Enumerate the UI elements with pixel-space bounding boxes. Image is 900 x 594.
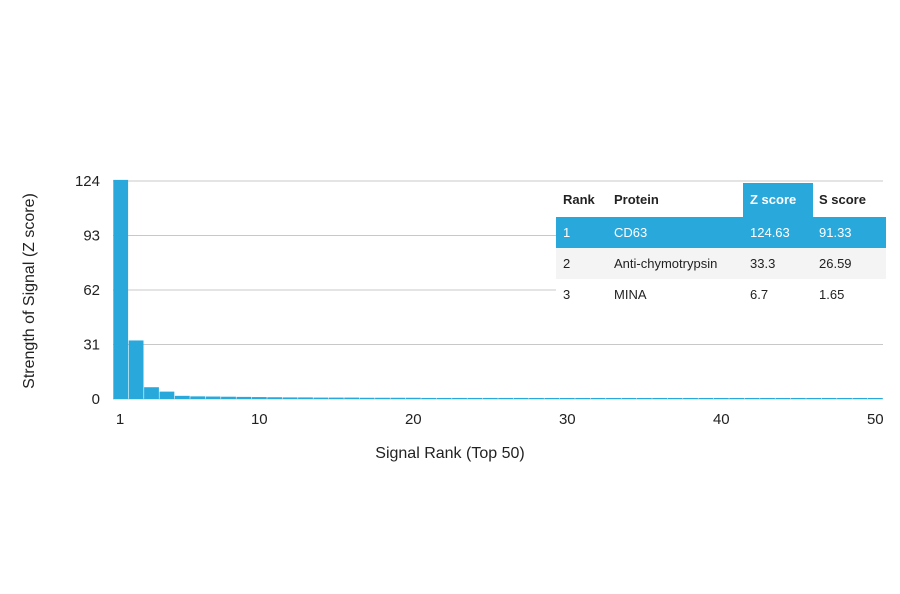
- bar: [575, 398, 591, 399]
- table-cell: 91.33: [819, 225, 852, 240]
- bar: [482, 397, 498, 399]
- bar: [452, 397, 467, 399]
- bars: [113, 179, 883, 399]
- bar: [760, 398, 775, 399]
- y-tick-label: 62: [83, 282, 100, 299]
- y-axis-label: Strength of Signal (Z score): [21, 193, 38, 389]
- bar: [683, 398, 698, 399]
- bar: [790, 398, 806, 399]
- bar: [128, 340, 144, 399]
- x-tick-label: 1: [116, 411, 124, 428]
- y-tick-labels: 0 31 62 93 124: [75, 173, 100, 408]
- bar: [513, 397, 529, 399]
- table-cell: 1.65: [819, 287, 844, 302]
- bar: [775, 398, 791, 399]
- bar: [390, 397, 406, 399]
- x-axis-label: Signal Rank (Top 50): [375, 445, 524, 462]
- bar: [421, 397, 437, 399]
- bar: [821, 398, 837, 399]
- bar: [344, 397, 360, 399]
- x-tick-label: 20: [405, 411, 422, 428]
- x-tick-label: 40: [713, 411, 730, 428]
- table-cell: Anti-chymotrypsin: [614, 256, 717, 271]
- table-cell: 26.59: [819, 256, 852, 271]
- table-cell: 6.7: [750, 287, 768, 302]
- bar: [221, 396, 236, 399]
- table-cell: MINA: [614, 287, 647, 302]
- x-tick-label: 10: [251, 411, 268, 428]
- bar: [236, 396, 252, 399]
- table-header: Z score: [750, 192, 796, 207]
- bar: [405, 397, 421, 399]
- y-tick-label: 31: [83, 337, 100, 354]
- bar: [298, 397, 313, 399]
- x-tick-labels: 1 10 20 30 40 50: [116, 411, 884, 428]
- bar: [328, 397, 344, 399]
- bar: [113, 179, 129, 399]
- bar: [498, 397, 514, 399]
- table-header: Protein: [614, 192, 659, 207]
- bar: [606, 398, 621, 399]
- bar: [621, 398, 637, 399]
- bar: [529, 398, 544, 399]
- bar: [375, 397, 390, 399]
- bar: [205, 396, 221, 399]
- bar: [359, 397, 375, 399]
- table-header: Rank: [563, 192, 596, 207]
- bar: [806, 398, 822, 399]
- bar: [837, 398, 852, 399]
- table-header: S score: [819, 192, 866, 207]
- bar: [652, 398, 668, 399]
- bar: [174, 395, 190, 399]
- y-tick-label: 0: [92, 391, 100, 408]
- bar: [144, 387, 159, 399]
- bar: [267, 397, 283, 399]
- bar: [436, 397, 452, 399]
- results-table: Rank Protein Z score S score 1 CD63 124.63 91.3…: [556, 183, 886, 310]
- highlight-header-cell: [743, 183, 813, 217]
- bar: [590, 398, 606, 399]
- table-cell: 3: [563, 287, 570, 302]
- bar: [636, 398, 652, 399]
- table-row-background: [556, 248, 886, 279]
- bar: [544, 398, 560, 399]
- y-tick-label: 93: [83, 228, 100, 245]
- bar: [159, 391, 175, 399]
- y-tick-label: 124: [75, 173, 100, 190]
- bar: [251, 397, 267, 399]
- table-cell: 124.63: [750, 225, 790, 240]
- table-cell: CD63: [614, 225, 647, 240]
- bar: [698, 398, 714, 399]
- bar: [467, 397, 483, 399]
- bar: [667, 398, 683, 399]
- table-cell: 33.3: [750, 256, 775, 271]
- bar: [744, 398, 760, 399]
- bar: [282, 397, 298, 399]
- table-cell: 1: [563, 225, 570, 240]
- bar: [313, 397, 329, 399]
- bar: [559, 398, 575, 399]
- x-tick-label: 50: [867, 411, 884, 428]
- x-tick-label: 30: [559, 411, 576, 428]
- bar: [713, 398, 729, 399]
- bar: [729, 398, 745, 399]
- bar: [867, 398, 883, 399]
- table-cell: 2: [563, 256, 570, 271]
- table-row-background: [556, 217, 886, 248]
- bar: [852, 398, 868, 399]
- bar: [190, 396, 206, 399]
